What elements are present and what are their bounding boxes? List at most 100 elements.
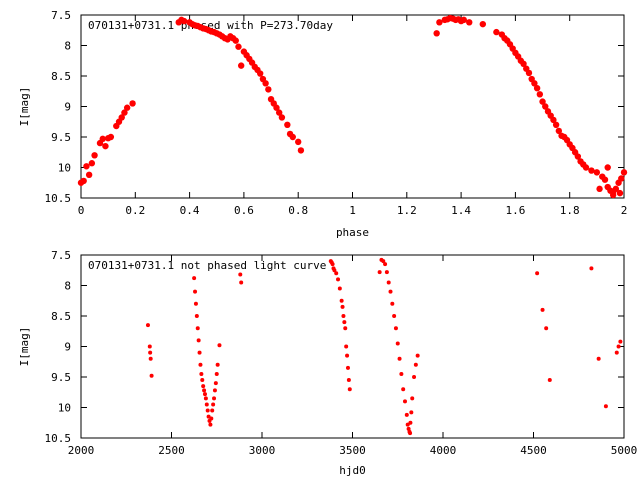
data-point bbox=[118, 114, 125, 121]
data-point bbox=[295, 138, 302, 146]
y-tick-label: 9.5 bbox=[51, 131, 71, 144]
x-tick-label: 1.6 bbox=[505, 204, 525, 217]
data-point bbox=[609, 191, 617, 199]
x-tick-label: 1.8 bbox=[560, 204, 580, 217]
data-point bbox=[392, 314, 397, 318]
x-tick-label: 0.6 bbox=[234, 204, 254, 217]
data-point bbox=[194, 314, 199, 318]
y-tick-label: 9.5 bbox=[51, 371, 71, 384]
y-tick-label: 8.5 bbox=[51, 310, 71, 323]
data-point bbox=[397, 356, 402, 361]
data-point bbox=[555, 127, 563, 135]
data-point bbox=[121, 109, 128, 116]
data-point bbox=[347, 387, 352, 392]
y-tick-label: 8 bbox=[64, 40, 71, 53]
data-point bbox=[401, 387, 406, 392]
x-axis-label: phase bbox=[336, 226, 369, 239]
x-tick-label: 4000 bbox=[430, 444, 457, 457]
data-point bbox=[415, 353, 420, 358]
data-point bbox=[334, 271, 339, 276]
data-point bbox=[107, 133, 115, 141]
x-tick-label: 1 bbox=[349, 204, 356, 217]
data-point bbox=[547, 378, 552, 383]
x-tick-label: 0.2 bbox=[125, 204, 145, 217]
data-point bbox=[213, 381, 218, 386]
data-point bbox=[337, 286, 342, 291]
y-tick-label: 7.5 bbox=[51, 9, 71, 22]
data-point bbox=[384, 270, 389, 275]
data-point bbox=[237, 62, 245, 69]
data-point bbox=[262, 80, 269, 87]
data-point bbox=[616, 189, 624, 197]
data-point bbox=[149, 373, 154, 378]
data-point bbox=[466, 19, 473, 26]
data-point bbox=[436, 19, 443, 26]
data-point bbox=[91, 152, 98, 159]
axis-ticks: 2000 2500 3000 3500 4000 4500 5000 7.5 8 8.5 9 9.5 1… bbox=[45, 249, 638, 457]
data-point bbox=[552, 121, 560, 128]
phased-light-curve-panel: 070131+0731.1 phased with P=273.70day ph… bbox=[18, 9, 627, 239]
data-point bbox=[148, 356, 153, 361]
data-point bbox=[193, 301, 198, 306]
data-point bbox=[202, 392, 207, 397]
data-point bbox=[412, 375, 417, 379]
y-tick-label: 8 bbox=[64, 280, 71, 293]
y-tick-label: 10.5 bbox=[45, 432, 72, 445]
data-point bbox=[339, 298, 344, 303]
data-point bbox=[195, 326, 200, 331]
x-tick-label: 5000 bbox=[611, 444, 638, 457]
data-point bbox=[273, 104, 280, 111]
data-point bbox=[399, 371, 404, 376]
data-point bbox=[542, 103, 549, 110]
data-point bbox=[533, 85, 541, 92]
x-tick-label: 0 bbox=[78, 204, 85, 217]
data-point bbox=[393, 326, 398, 331]
data-point bbox=[536, 91, 544, 98]
data-point bbox=[409, 410, 414, 415]
x-tick-label: 1.4 bbox=[451, 204, 471, 217]
data-point bbox=[388, 289, 393, 294]
data-point bbox=[201, 384, 206, 389]
data-point bbox=[343, 326, 348, 331]
y-tick-label: 9 bbox=[64, 101, 71, 114]
data-point bbox=[539, 98, 546, 105]
data-point bbox=[593, 169, 601, 176]
data-point bbox=[402, 399, 407, 404]
y-tick-label: 10 bbox=[58, 402, 71, 415]
data-point bbox=[215, 362, 220, 367]
data-points bbox=[77, 14, 628, 199]
data-point bbox=[345, 353, 350, 358]
x-tick-label: 3500 bbox=[339, 444, 366, 457]
data-point bbox=[145, 323, 150, 328]
data-point bbox=[212, 388, 217, 393]
data-point bbox=[596, 356, 601, 361]
data-point bbox=[197, 350, 202, 355]
x-tick-label: 2500 bbox=[158, 444, 185, 457]
data-point bbox=[612, 185, 620, 193]
y-tick-label: 9 bbox=[64, 341, 71, 354]
axis-ticks: 0 0.2 0.4 0.6 0.8 1 1.2 1.4 1.6 1.8 2 7.5 8 8.5 9 9.5 10… bbox=[45, 9, 628, 217]
chart-title: 070131+0731.1 not phased light curve bbox=[88, 259, 326, 272]
data-point bbox=[574, 153, 582, 160]
y-tick-label: 10 bbox=[58, 162, 71, 175]
data-point bbox=[596, 185, 603, 193]
x-tick-label: 2000 bbox=[68, 444, 95, 457]
data-point bbox=[200, 378, 205, 383]
y-tick-label: 7.5 bbox=[51, 249, 71, 262]
data-point bbox=[202, 388, 207, 393]
data-point bbox=[275, 109, 283, 116]
data-point bbox=[603, 404, 608, 409]
plot-frame bbox=[80, 254, 625, 439]
data-point bbox=[284, 121, 291, 128]
data-point bbox=[211, 402, 216, 407]
data-point bbox=[199, 371, 204, 376]
unphased-light-curve-panel: 070131+0731.1 not phased light curve hjd… bbox=[18, 249, 637, 477]
data-point bbox=[620, 169, 628, 176]
data-point bbox=[180, 17, 188, 25]
data-point bbox=[601, 176, 609, 183]
x-tick-label: 0.8 bbox=[288, 204, 308, 217]
data-point bbox=[383, 262, 388, 267]
data-point bbox=[330, 262, 335, 267]
data-point bbox=[345, 365, 350, 370]
data-point bbox=[404, 412, 409, 417]
